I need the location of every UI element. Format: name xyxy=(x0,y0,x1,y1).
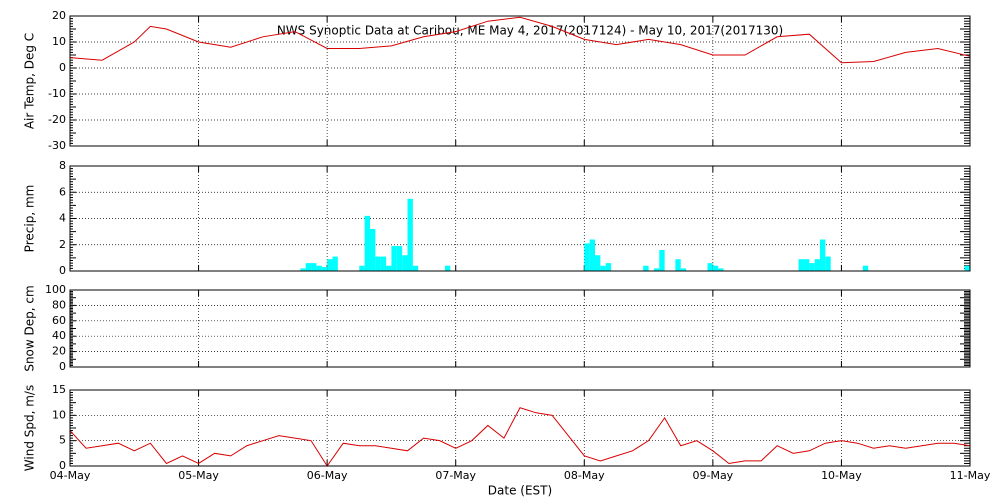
bar xyxy=(375,256,381,271)
y-tick-label: 20 xyxy=(52,345,66,358)
y-tick-label: -10 xyxy=(48,87,66,100)
bar xyxy=(600,265,606,271)
y-tick-label: 0 xyxy=(59,264,66,277)
x-tick-label: 10-May xyxy=(821,469,862,482)
y-tick-label: 6 xyxy=(59,185,66,198)
bar xyxy=(316,265,322,271)
bar xyxy=(814,259,820,271)
y-tick-label: 5 xyxy=(59,434,66,447)
bar xyxy=(584,243,590,271)
plot-frame xyxy=(69,389,971,467)
bar xyxy=(718,268,724,271)
bar xyxy=(407,198,413,271)
bar xyxy=(605,263,612,271)
bar xyxy=(862,265,869,271)
plot-frame xyxy=(69,15,971,147)
plot-frame xyxy=(69,165,971,272)
x-tick-label: 04-May xyxy=(50,469,91,482)
y-tick-label: 40 xyxy=(52,329,66,342)
x-tick-label: 11-May xyxy=(950,469,991,482)
bar xyxy=(712,265,719,271)
bar xyxy=(364,215,370,271)
bar xyxy=(359,265,365,271)
y-tick-label: 0 xyxy=(59,360,66,373)
bar xyxy=(311,263,317,271)
bar xyxy=(653,268,660,271)
bar xyxy=(327,259,333,271)
y-tick-label: 60 xyxy=(52,314,66,327)
bar xyxy=(332,256,338,271)
line xyxy=(69,16,971,64)
y-tick-label: -20 xyxy=(48,113,66,126)
y-axis-label: Snow Dep, cm xyxy=(23,285,37,371)
y-tick-label: 80 xyxy=(52,298,66,311)
bar xyxy=(825,256,831,271)
chart-title: NWS Synoptic Data at Caribou, ME May 4, … xyxy=(277,24,783,38)
x-tick-label: 07-May xyxy=(435,469,476,482)
y-axis-label: Precip, mm xyxy=(23,185,37,253)
y-tick-label: 8 xyxy=(59,159,66,172)
x-tick-label: 08-May xyxy=(564,469,605,482)
bar xyxy=(659,250,665,271)
y-tick-label: 15 xyxy=(52,383,66,396)
bar xyxy=(300,268,306,271)
bar xyxy=(820,239,826,271)
y-tick-label: 20 xyxy=(52,9,66,22)
bar xyxy=(707,263,713,271)
y-tick-label: 0 xyxy=(59,61,66,74)
x-axis-label: Date (EST) xyxy=(488,484,552,498)
bar xyxy=(643,265,649,271)
y-tick-label: 0 xyxy=(59,459,66,472)
bar xyxy=(675,259,681,271)
x-tick-label: 06-May xyxy=(307,469,348,482)
bar xyxy=(964,265,970,271)
bar xyxy=(445,265,451,271)
bar xyxy=(803,259,810,271)
bar xyxy=(402,255,408,271)
bar xyxy=(391,246,397,271)
bar xyxy=(798,259,804,271)
line xyxy=(69,407,971,467)
bar xyxy=(380,256,387,271)
bar xyxy=(412,265,419,271)
bar xyxy=(370,229,376,271)
y-tick-label: 10 xyxy=(52,408,66,421)
bar xyxy=(321,267,328,271)
bar xyxy=(305,263,312,271)
bar xyxy=(809,263,815,271)
y-tick-label: 4 xyxy=(59,212,66,225)
y-tick-label: -30 xyxy=(48,139,66,152)
y-tick-label: 100 xyxy=(45,283,66,296)
x-tick-label: 09-May xyxy=(692,469,733,482)
bar xyxy=(396,246,403,271)
y-tick-label: 10 xyxy=(52,35,66,48)
bar xyxy=(386,265,392,271)
plot-frame xyxy=(69,289,971,368)
y-tick-label: 2 xyxy=(59,238,66,251)
bar xyxy=(589,239,595,271)
x-tick-label: 05-May xyxy=(178,469,219,482)
y-axis-label: Air Temp, Deg C xyxy=(23,33,37,129)
bar xyxy=(680,268,687,271)
bar xyxy=(595,255,601,271)
y-axis-label: Wind Spd, m/s xyxy=(23,385,37,471)
